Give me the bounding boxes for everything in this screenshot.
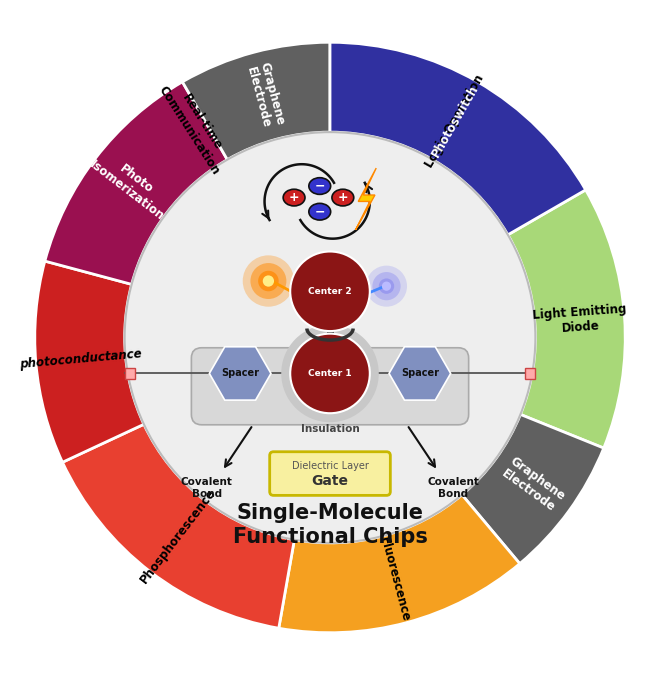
Text: Gate: Gate xyxy=(312,475,348,489)
Circle shape xyxy=(258,271,279,292)
Text: Light Emitting
Diode: Light Emitting Diode xyxy=(532,303,628,338)
Circle shape xyxy=(379,279,394,294)
Text: Graphene
Electrode: Graphene Electrode xyxy=(498,454,567,515)
FancyBboxPatch shape xyxy=(270,452,390,495)
Circle shape xyxy=(243,255,294,306)
Text: Center 2: Center 2 xyxy=(308,287,352,296)
Text: photoconductance: photoconductance xyxy=(19,348,143,371)
Wedge shape xyxy=(63,425,294,628)
Text: Photoswitch: Photoswitch xyxy=(429,82,481,159)
Text: Insulation: Insulation xyxy=(301,424,360,433)
Circle shape xyxy=(372,272,401,300)
Circle shape xyxy=(263,275,274,287)
Text: Covalent
Bond: Covalent Bond xyxy=(427,477,479,499)
Text: −: − xyxy=(315,180,325,192)
Wedge shape xyxy=(279,495,520,632)
Bar xyxy=(125,369,135,379)
Polygon shape xyxy=(356,168,376,230)
Circle shape xyxy=(366,266,407,306)
Text: Real-time
Communication: Real-time Communication xyxy=(156,76,235,178)
Polygon shape xyxy=(389,347,451,400)
Circle shape xyxy=(281,325,379,423)
Ellipse shape xyxy=(309,203,331,220)
Text: Dielectric Layer: Dielectric Layer xyxy=(292,460,368,470)
Circle shape xyxy=(290,252,370,331)
FancyBboxPatch shape xyxy=(191,348,469,425)
Ellipse shape xyxy=(283,189,305,206)
Text: Fluorescence: Fluorescence xyxy=(378,535,412,623)
Text: Logic Operation: Logic Operation xyxy=(423,72,487,169)
Text: Covalent
Bond: Covalent Bond xyxy=(181,477,233,499)
Text: Graphene
Electrode: Graphene Electrode xyxy=(244,61,287,131)
Text: +: + xyxy=(337,191,348,204)
Circle shape xyxy=(290,333,370,413)
Text: Phosphorescence: Phosphorescence xyxy=(137,486,218,586)
Text: −: − xyxy=(315,205,325,218)
Text: Center 1: Center 1 xyxy=(308,369,352,378)
Text: Spacer: Spacer xyxy=(401,369,439,379)
Wedge shape xyxy=(182,43,330,160)
Polygon shape xyxy=(209,347,271,400)
Circle shape xyxy=(250,263,286,299)
Text: Photo
Isomerization: Photo Isomerization xyxy=(87,146,176,223)
Bar xyxy=(525,369,535,379)
Text: Spacer: Spacer xyxy=(221,369,259,379)
Wedge shape xyxy=(462,414,604,564)
Wedge shape xyxy=(330,43,585,235)
Wedge shape xyxy=(35,261,144,462)
Wedge shape xyxy=(45,82,227,284)
Wedge shape xyxy=(63,43,330,250)
Wedge shape xyxy=(508,190,625,448)
Text: +: + xyxy=(289,191,300,204)
Ellipse shape xyxy=(332,189,354,206)
Circle shape xyxy=(382,281,391,291)
Text: Single-Molecule
Functional Chips: Single-Molecule Functional Chips xyxy=(232,502,428,547)
Circle shape xyxy=(125,132,535,543)
Ellipse shape xyxy=(309,178,331,194)
Wedge shape xyxy=(330,43,585,235)
